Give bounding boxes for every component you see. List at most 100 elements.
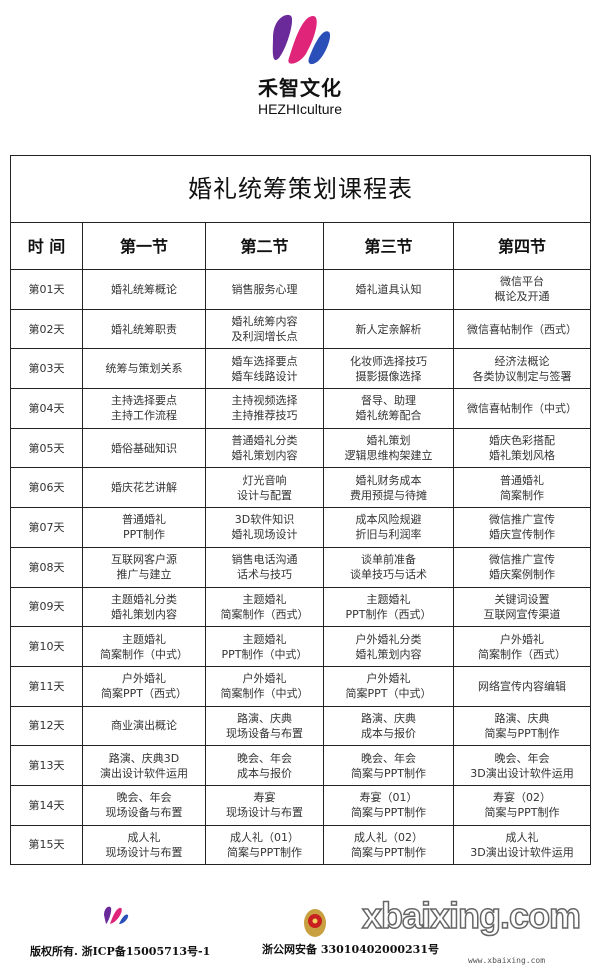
session-cell: 普通婚礼 简案制作 bbox=[453, 467, 591, 509]
session-line: 主持选择要点 bbox=[111, 394, 177, 408]
session-cell: 婚礼策划 逻辑思维构架建立 bbox=[323, 427, 454, 469]
column-header: 时 间 bbox=[10, 222, 83, 270]
table-row: 第12天 商业演出概论 路演、庆典 现场设备与布置 路演、庆典 成本与报价 路演、庆典 简案与… bbox=[10, 705, 591, 747]
session-line: 现场设备与布置 bbox=[226, 726, 303, 740]
session-line: 主持工作流程 bbox=[111, 409, 177, 423]
session-line: 主题婚礼 bbox=[242, 592, 287, 606]
session-line: 销售服务心理 bbox=[231, 282, 298, 296]
table-row: 第05天 婚俗基础知识 普通婚礼分类 婚礼策划内容 婚礼策划 逻辑思维构架建立 婚庆色彩搭配… bbox=[10, 427, 591, 469]
session-line: 晚会、年会 bbox=[116, 791, 172, 805]
session-cell: 主持选择要点 主持工作流程 bbox=[82, 388, 206, 429]
session-line: 现场设备与布置 bbox=[105, 806, 183, 820]
police-record-text: 浙公网安备 33010402000231号 bbox=[262, 943, 439, 956]
session-line: 寿宴（02） bbox=[493, 791, 551, 805]
session-line: 推广与建立 bbox=[116, 568, 172, 582]
session-line: 统筹与策划关系 bbox=[105, 362, 183, 376]
session-line: 3D软件知识 bbox=[234, 513, 295, 527]
session-cell: 销售电话沟通 话术与技巧 bbox=[205, 546, 324, 588]
session-cell: 晚会、年会 现场设备与布置 bbox=[82, 784, 206, 826]
session-line: 婚礼统筹配合 bbox=[355, 409, 422, 423]
session-cell: 微信喜帖制作（中式） bbox=[453, 388, 591, 429]
session-line: 现场设计与布置 bbox=[226, 806, 303, 820]
session-line: 简案制作（中式） bbox=[100, 647, 188, 661]
session-line: 折旧与利润率 bbox=[355, 528, 422, 542]
session-line: 主题婚礼 bbox=[242, 632, 287, 646]
session-line: 简案与PPT制作 bbox=[227, 845, 302, 859]
session-line: 主持视频选择 bbox=[231, 394, 298, 408]
session-line: 晚会、年会 bbox=[361, 751, 416, 765]
session-line: 概论及开通 bbox=[494, 290, 550, 304]
session-cell: 婚礼统筹概论 bbox=[82, 269, 206, 310]
session-line: PPT制作（西式） bbox=[345, 607, 432, 621]
table-row: 第15天 成人礼 现场设计与布置 成人礼（01） 简案与PPT制作 成人礼（02） 简案与P… bbox=[10, 824, 591, 866]
session-line: 普通婚礼 bbox=[500, 473, 544, 487]
session-cell: 微信喜帖制作（西式） bbox=[453, 308, 591, 350]
session-cell: 婚礼统筹内容 及利润增长点 bbox=[205, 308, 324, 350]
session-line: 成人礼 bbox=[505, 830, 539, 844]
session-line: 简案与PPT制作 bbox=[351, 806, 426, 820]
session-line: 谈单前准备 bbox=[361, 553, 416, 567]
session-line: 户外婚礼 bbox=[500, 632, 544, 646]
table-row: 第08天 互联网客户源 推广与建立 销售电话沟通 话术与技巧 谈单前准备 谈单技巧与话术 微信… bbox=[10, 546, 591, 588]
session-line: 微信推广宣传 bbox=[489, 513, 555, 527]
session-cell: 主题婚礼 PPT制作（中式） bbox=[205, 626, 324, 667]
session-cell: 户外婚礼 简案制作（中式） bbox=[205, 665, 324, 707]
session-line: 成人礼（01） bbox=[230, 830, 299, 844]
day-cell: 第10天 bbox=[10, 626, 83, 667]
session-cell: 统筹与策划关系 bbox=[82, 348, 206, 390]
table-row: 第10天 主题婚礼 简案制作（中式） 主题婚礼 PPT制作（中式） 户外婚礼分类 婚礼策划内… bbox=[10, 626, 591, 667]
session-cell: 寿宴（01） 简案与PPT制作 bbox=[323, 784, 454, 826]
day-cell: 第06天 bbox=[10, 467, 83, 509]
table-row: 第07天 普通婚礼 PPT制作 3D软件知识 婚礼现场设计 成本风险规避 折旧与利润率 微信推… bbox=[10, 507, 591, 548]
day-cell: 第05天 bbox=[10, 427, 83, 469]
session-line: 简案制作（西式） bbox=[478, 647, 566, 661]
session-line: 婚庆宣传制作 bbox=[489, 528, 555, 542]
session-line: 互联网客户源 bbox=[111, 553, 177, 567]
session-cell: 主题婚礼分类 婚礼策划内容 bbox=[82, 586, 206, 628]
session-line: 逻辑思维构架建立 bbox=[344, 449, 433, 463]
day-cell: 第01天 bbox=[10, 269, 83, 310]
session-line: 各类协议制定与签署 bbox=[472, 369, 572, 383]
session-line: 设计与配置 bbox=[237, 488, 292, 502]
column-header: 第四节 bbox=[453, 222, 591, 270]
session-line: 简案与PPT制作 bbox=[351, 766, 426, 780]
day-cell: 第07天 bbox=[10, 507, 83, 548]
session-line: 简案PPT（西式） bbox=[101, 687, 187, 701]
session-line: 简案制作（西式） bbox=[220, 607, 309, 621]
session-cell: 主持视频选择 主持推荐技巧 bbox=[205, 388, 324, 429]
session-line: 简案制作 bbox=[500, 488, 544, 502]
session-line: 婚礼统筹内容 bbox=[231, 315, 298, 329]
session-line: 现场设计与布置 bbox=[105, 845, 183, 859]
session-line: 督导、助理 bbox=[361, 394, 416, 408]
session-line: 婚俗基础知识 bbox=[111, 441, 177, 455]
session-line: 婚礼统筹职责 bbox=[111, 322, 177, 336]
session-line: 晚会、年会 bbox=[237, 751, 292, 765]
session-cell: 成人礼（02） 简案与PPT制作 bbox=[323, 824, 454, 866]
copyright-text: 版权所有. 浙ICP备15005713号-1 bbox=[30, 945, 211, 958]
day-cell: 第15天 bbox=[10, 824, 83, 866]
session-cell: 晚会、年会 简案与PPT制作 bbox=[323, 745, 454, 786]
hezhi-logo-icon bbox=[272, 14, 331, 65]
session-line: 摄影摄像选择 bbox=[355, 369, 422, 383]
day-cell: 第14天 bbox=[10, 784, 83, 826]
session-cell: 路演、庆典 简案与PPT制作 bbox=[453, 705, 591, 747]
session-cell: 成人礼 3D演出设计软件运用 bbox=[453, 824, 591, 866]
session-line: 3D演出设计软件运用 bbox=[470, 845, 574, 859]
session-cell: 寿宴（02） 简案与PPT制作 bbox=[453, 784, 591, 826]
session-line: 主题婚礼 bbox=[122, 632, 166, 646]
session-line: 户外婚礼 bbox=[366, 672, 411, 686]
session-cell: 成人礼（01） 简案与PPT制作 bbox=[205, 824, 324, 866]
session-line: 婚庆花艺讲解 bbox=[111, 481, 177, 495]
session-line: PPT制作 bbox=[123, 528, 165, 542]
session-cell: 户外婚礼分类 婚礼策划内容 bbox=[323, 626, 454, 667]
session-cell: 化妆师选择技巧 摄影摄像选择 bbox=[323, 348, 454, 390]
session-line: 路演、庆典 bbox=[494, 711, 550, 725]
session-cell: 互联网客户源 推广与建立 bbox=[82, 546, 206, 588]
session-cell: 户外婚礼 简案制作（西式） bbox=[453, 626, 591, 667]
session-cell: 灯光音响 设计与配置 bbox=[205, 467, 324, 509]
session-cell: 寿宴 现场设计与布置 bbox=[205, 784, 324, 826]
brand-name-en: HEZHIculture bbox=[257, 101, 343, 117]
day-cell: 第11天 bbox=[10, 665, 83, 707]
session-line: 主持推荐技巧 bbox=[231, 409, 298, 423]
session-line: 普通婚礼 bbox=[122, 513, 166, 527]
